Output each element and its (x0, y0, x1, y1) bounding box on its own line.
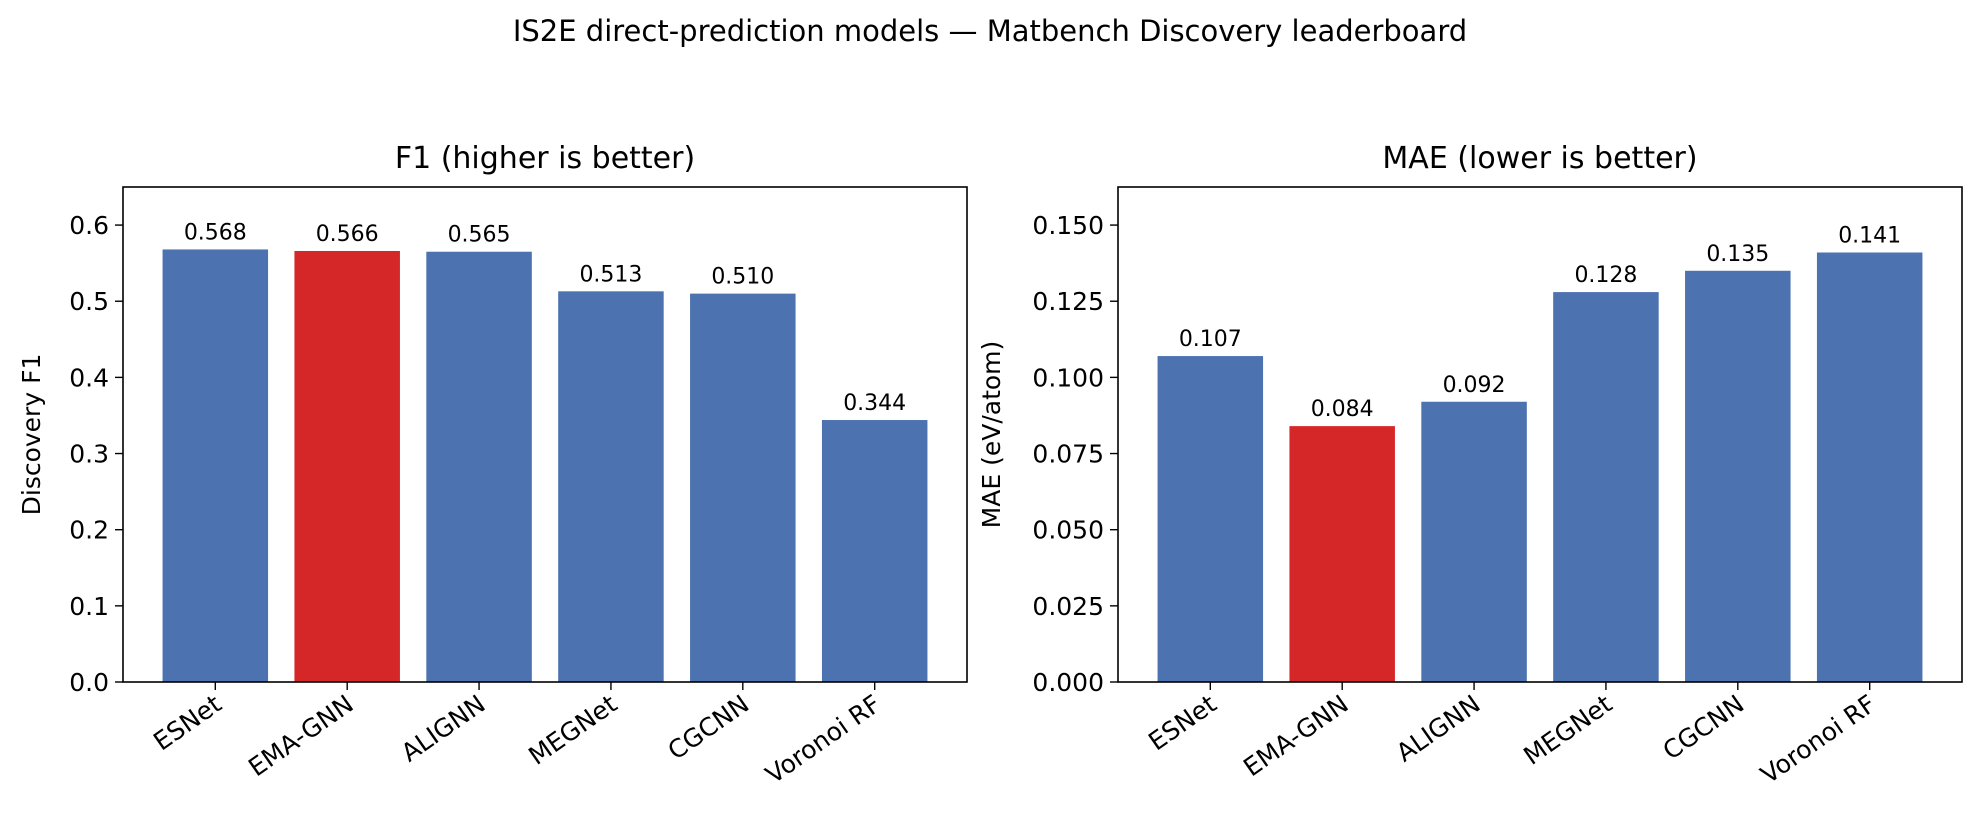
data-label: 0.566 (316, 222, 379, 247)
x-tick-label: ESNet (1143, 689, 1222, 756)
x-tick-label: Voronoi RF (760, 689, 886, 789)
y-tick-label: 0.2 (69, 516, 109, 545)
bar-f1-esnet (162, 249, 269, 682)
data-label: 0.513 (579, 262, 642, 287)
y-tick-label: 0.1 (69, 592, 109, 621)
bar-f1-alignn (426, 251, 532, 682)
x-tick-label: Voronoi RF (1755, 689, 1881, 789)
bar-f1-cgcnn (690, 293, 796, 682)
y-tick-label: 0.0 (69, 668, 109, 697)
y-tick-label: 0.5 (69, 287, 109, 316)
data-label: 0.141 (1838, 223, 1901, 248)
y-tick-label: 0.4 (69, 363, 109, 392)
bar-mae-voronoi-rf (1816, 252, 1923, 682)
y-tick-label: 0.150 (1032, 211, 1104, 240)
x-tick-label: ESNet (148, 689, 227, 756)
axes-frame (122, 186, 968, 683)
data-label: 0.092 (1443, 373, 1506, 398)
y-tick-label: 0.025 (1032, 592, 1104, 621)
panel-title: F1 (higher is better) (395, 141, 695, 176)
bar-mae-esnet (1157, 356, 1264, 682)
bar-mae-cgcnn (1685, 270, 1791, 682)
data-label: 0.135 (1706, 242, 1769, 267)
data-label: 0.510 (711, 265, 774, 290)
data-label: 0.344 (843, 391, 906, 416)
data-label: 0.107 (1179, 327, 1242, 352)
y-axis-label: MAE (eV/atom) (977, 341, 1006, 529)
bar-mae-ema-gnn (1289, 426, 1395, 682)
x-tick-label: EMA-GNN (1238, 689, 1353, 782)
bar-f1-ema-gnn (294, 250, 400, 682)
x-tick-label: CGCNN (1658, 689, 1750, 765)
y-axis-label: Discovery F1 (17, 354, 46, 516)
bar-f1-megnet (558, 291, 664, 682)
bar-f1-voronoi-rf (821, 420, 928, 682)
data-label: 0.565 (448, 223, 511, 248)
data-label: 0.084 (1311, 397, 1374, 422)
chart-panel-mae: 0.107 0.084 0.092 0.128 0.135 0.141 0.000 0.025… (977, 141, 1963, 789)
data-label: 0.568 (184, 220, 247, 245)
chart-panel-f1: 0.568 0.566 0.565 0.513 0.510 0.344 0.0 0.1 0.2 0… (17, 141, 968, 789)
panel-title: MAE (lower is better) (1382, 141, 1697, 176)
y-tick-label: 0.000 (1032, 668, 1104, 697)
x-tick-label: ALIGNN (1391, 689, 1486, 767)
figure-title: IS2E direct-prediction models — Matbench… (512, 14, 1468, 48)
y-tick-label: 0.125 (1032, 287, 1104, 316)
data-label: 0.128 (1574, 263, 1637, 288)
bar-mae-megnet (1553, 292, 1659, 682)
x-tick-label: ALIGNN (396, 689, 491, 767)
y-tick-label: 0.100 (1032, 363, 1104, 392)
x-tick-label: MEGNet (1518, 689, 1617, 771)
y-tick-label: 0.6 (69, 211, 109, 240)
y-tick-label: 0.050 (1032, 516, 1104, 545)
x-tick-label: EMA-GNN (243, 689, 358, 782)
y-tick-label: 0.075 (1032, 440, 1104, 469)
axes-frame (1117, 186, 1963, 683)
bar-mae-alignn (1421, 401, 1527, 682)
x-tick-label: CGCNN (663, 689, 755, 765)
y-tick-label: 0.3 (69, 440, 109, 469)
x-tick-label: MEGNet (523, 689, 622, 771)
